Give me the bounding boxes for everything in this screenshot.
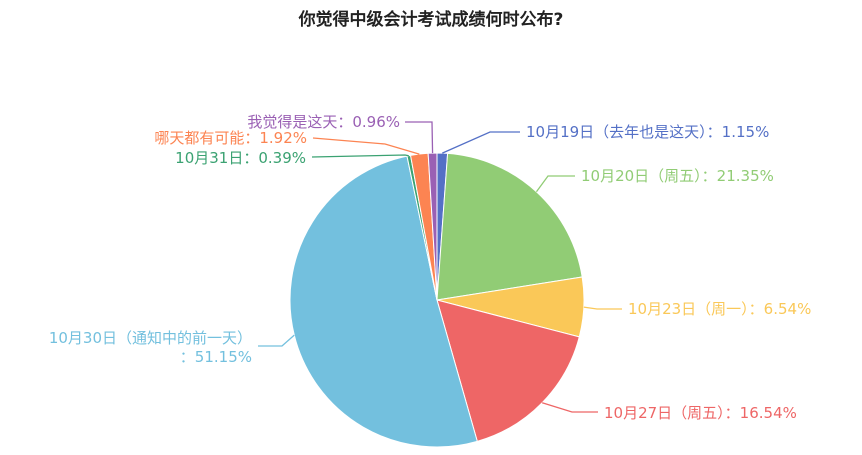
leader-line [311,154,409,158]
pie-slice [289,155,478,448]
slice-label: 10月31日：0.39% [175,149,306,167]
slice-label: 10月23日（周一）：6.54% [628,300,811,318]
slice-label: 10月20日（周五）：21.35% [581,167,774,185]
slice-label: 10月30日（通知中的前一天） [49,329,252,347]
pie-slices [289,152,585,448]
slice-labels: 10月19日（去年也是这天）：1.15% 10月20日（周五）：21.35% 10月… [49,113,812,422]
slice-label: ：51.15% [180,348,252,366]
pie-slice [436,152,583,301]
leader-line [442,131,520,154]
slice-label: 哪天都有可能：1.92% [154,129,307,147]
leader-line [405,121,434,154]
chart-title: 你觉得中级会计考试成绩何时公布? [298,9,564,30]
leader-line [535,175,575,193]
leader-lines [258,121,622,413]
leader-line [258,334,295,347]
slice-label: 10月27日（周五）：16.54% [604,404,797,422]
leader-line [541,402,598,413]
leader-line [312,137,420,155]
slice-label: 10月19日（去年也是这天）：1.15% [526,123,769,141]
slice-label: 我觉得是这天：0.96% [247,113,400,131]
leader-line [583,306,622,310]
